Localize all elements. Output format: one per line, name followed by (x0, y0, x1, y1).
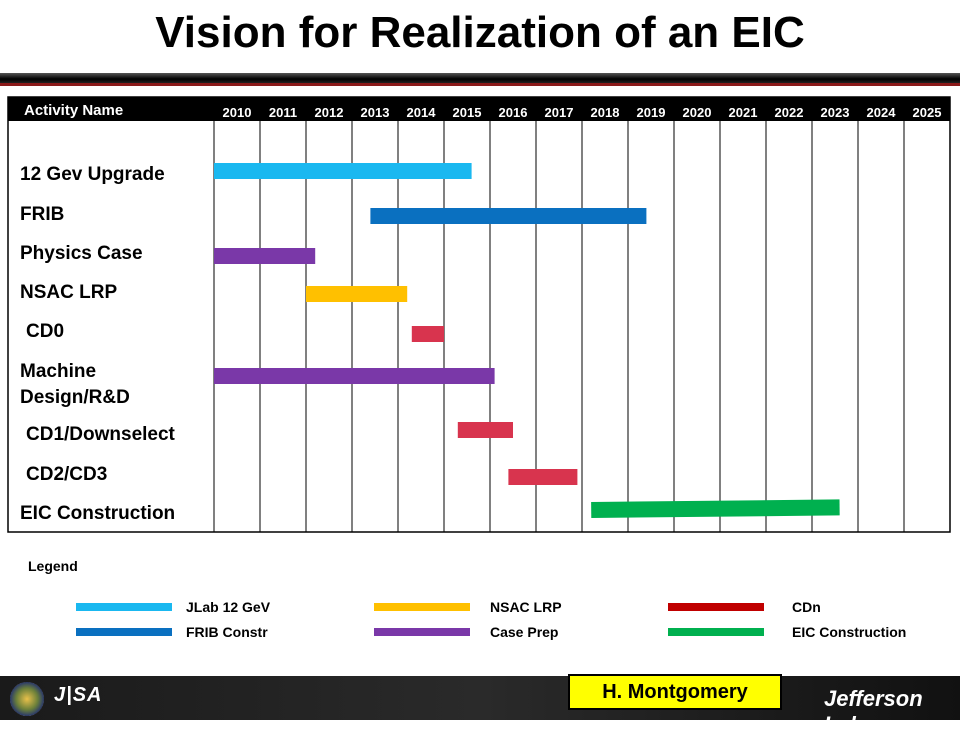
task-label: CD0 (26, 321, 64, 342)
legend-swatch (374, 628, 470, 636)
footer-bar (0, 676, 960, 720)
year-tick-label: 2024 (867, 105, 897, 120)
gantt-chart: Activity Name 2010 2011 2012 2013 2014 2015 201… (7, 96, 951, 533)
jsa-logo: J|SA (54, 684, 103, 706)
task-label: 12 Gev Upgrade (20, 164, 165, 185)
jefferson-lab-logo: Jefferson Lab (824, 686, 923, 737)
year-tick-label: 2015 (453, 105, 482, 120)
legend-swatch (76, 603, 172, 611)
gantt-bar (370, 208, 647, 224)
task-label: EIC Construction (20, 503, 175, 524)
legend-label: FRIB Constr (186, 624, 268, 640)
gantt-bar (214, 163, 472, 179)
legend-label: CDn (792, 599, 821, 615)
year-tick-label: 2020 (683, 105, 712, 120)
legend-swatch (668, 603, 764, 611)
task-label: FRIB (20, 204, 64, 225)
task-label: CD1/Downselect (26, 424, 176, 445)
year-tick-label: 2019 (637, 105, 666, 120)
year-tick-label: 2018 (591, 105, 620, 120)
chart-frame (7, 96, 951, 533)
gantt-bar (306, 286, 408, 302)
legend-label: JLab 12 GeV (186, 599, 271, 615)
header-label: Activity Name (24, 102, 123, 119)
year-tick-label: 2017 (545, 105, 574, 120)
gantt-bar (411, 326, 444, 342)
legend-label: NSAC LRP (490, 599, 562, 615)
legend-swatch (76, 628, 172, 636)
gantt-bar (214, 368, 495, 384)
task-label: Machine (20, 361, 96, 382)
year-tick-label: 2013 (361, 105, 390, 120)
page-title: Vision for Realization of an EIC (155, 8, 805, 57)
year-tick-label: 2023 (821, 105, 850, 120)
year-tick-label: 2021 (729, 105, 758, 120)
task-label: NSAC LRP (20, 282, 117, 303)
year-tick-label: 2011 (269, 105, 297, 120)
author-label: H. Montgomery (568, 674, 782, 710)
gantt-bar (457, 422, 513, 438)
title-divider-accent (0, 83, 960, 86)
gantt-bar (214, 248, 316, 264)
legend-swatch (668, 628, 764, 636)
legend-label: EIC Construction (792, 624, 907, 640)
task-label: CD2/CD3 (26, 464, 107, 485)
title-divider-bar (0, 73, 960, 83)
doe-seal-logo (10, 682, 44, 716)
header-band (8, 97, 950, 121)
gantt-bar (591, 499, 840, 518)
year-tick-label: 2012 (315, 105, 344, 120)
year-tick-label: 2010 (223, 105, 252, 120)
task-label: Physics Case (20, 243, 143, 264)
legend-swatch (374, 603, 470, 611)
year-tick-label: 2014 (407, 105, 437, 120)
legend-label: Case Prep (490, 624, 559, 640)
gantt-bar (508, 469, 578, 485)
task-label: Design/R&D (20, 387, 130, 408)
year-tick-label: 2022 (775, 105, 804, 120)
year-tick-label: 2016 (499, 105, 528, 120)
legend-title: Legend (28, 558, 78, 574)
year-tick-label: 2025 (913, 105, 942, 120)
